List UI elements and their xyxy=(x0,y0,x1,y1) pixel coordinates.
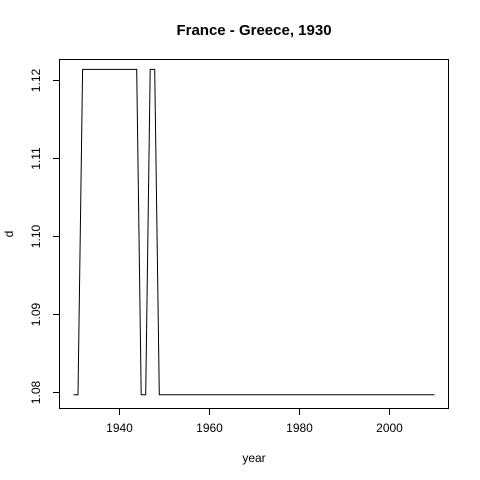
x-tick-label: 1960 xyxy=(196,421,223,435)
y-tick-label: 1.11 xyxy=(29,147,43,170)
chart-title: France - Greece, 1930 xyxy=(176,22,331,39)
x-axis: 1940 1960 1980 2000 xyxy=(106,408,403,435)
plot-frame xyxy=(59,59,449,409)
y-axis: 1.08 1.09 1.10 1.11 1.12 xyxy=(29,68,60,404)
y-tick-label: 1.08 xyxy=(29,380,43,404)
x-axis-label: year xyxy=(242,451,265,465)
x-tick-label: 1980 xyxy=(286,421,313,435)
y-tick-label: 1.10 xyxy=(29,224,43,248)
series-line xyxy=(73,68,435,396)
y-axis-label: d xyxy=(2,231,16,238)
x-tick-label: 2000 xyxy=(376,421,403,435)
series-layer xyxy=(73,68,435,396)
y-tick-label: 1.12 xyxy=(29,68,43,92)
x-tick-label: 1940 xyxy=(106,421,133,435)
y-tick-label: 1.09 xyxy=(29,302,43,326)
